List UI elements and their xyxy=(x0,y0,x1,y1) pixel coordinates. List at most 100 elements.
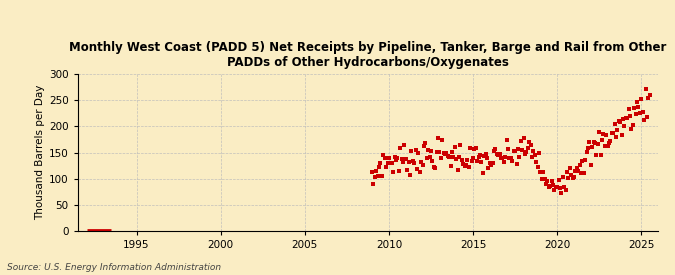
Point xyxy=(602,144,613,148)
Point xyxy=(556,191,567,195)
Point xyxy=(539,177,550,181)
Point xyxy=(386,161,397,165)
Point xyxy=(645,92,655,97)
Point xyxy=(464,165,475,169)
Point xyxy=(431,149,442,154)
Point xyxy=(623,107,634,112)
Point xyxy=(438,150,449,155)
Point xyxy=(532,165,543,169)
Point xyxy=(391,158,402,162)
Point xyxy=(485,161,495,165)
Point xyxy=(403,160,414,164)
Point xyxy=(563,176,574,181)
Point xyxy=(574,163,585,168)
Point xyxy=(491,152,502,157)
Point xyxy=(576,171,587,176)
Point xyxy=(568,175,579,180)
Point xyxy=(427,158,438,163)
Point xyxy=(508,149,519,153)
Point xyxy=(447,150,458,154)
Point xyxy=(435,156,446,160)
Point xyxy=(504,156,515,160)
Point xyxy=(407,159,418,163)
Point xyxy=(417,163,428,167)
Point xyxy=(414,170,425,174)
Point xyxy=(612,128,623,132)
Point xyxy=(517,148,528,153)
Point xyxy=(420,141,431,145)
Point xyxy=(400,157,411,162)
Point xyxy=(633,105,644,109)
Y-axis label: Thousand Barrels per Day: Thousand Barrels per Day xyxy=(34,85,45,220)
Point xyxy=(599,144,610,148)
Point xyxy=(520,152,531,156)
Point xyxy=(450,145,460,150)
Point xyxy=(443,155,454,160)
Point xyxy=(611,135,622,139)
Point xyxy=(583,146,593,150)
Point xyxy=(630,112,641,116)
Point xyxy=(433,136,443,140)
Point xyxy=(373,174,383,178)
Point xyxy=(640,87,651,91)
Point xyxy=(437,138,448,142)
Point xyxy=(497,156,508,160)
Point xyxy=(482,156,493,160)
Point xyxy=(572,166,583,170)
Point xyxy=(618,117,628,121)
Point xyxy=(394,169,404,174)
Point xyxy=(454,155,464,160)
Point xyxy=(465,145,476,150)
Point xyxy=(490,146,501,151)
Text: Source: U.S. Energy Information Administration: Source: U.S. Energy Information Administ… xyxy=(7,263,221,272)
Point xyxy=(622,115,632,120)
Point xyxy=(564,166,575,170)
Point xyxy=(550,185,561,189)
Point xyxy=(503,147,514,152)
Point xyxy=(451,157,462,161)
Point xyxy=(418,144,429,148)
Point xyxy=(615,120,626,124)
Point xyxy=(396,156,407,161)
Point xyxy=(639,118,649,122)
Point xyxy=(383,156,394,160)
Point xyxy=(559,185,570,189)
Point xyxy=(424,155,435,159)
Point xyxy=(528,148,539,153)
Point xyxy=(531,160,541,164)
Point xyxy=(506,156,516,161)
Point xyxy=(489,148,500,153)
Point xyxy=(580,158,591,162)
Point xyxy=(494,151,505,156)
Point xyxy=(416,160,427,164)
Point xyxy=(477,171,488,176)
Point xyxy=(410,148,421,152)
Point xyxy=(399,142,410,147)
Point xyxy=(547,182,558,187)
Point xyxy=(439,152,450,156)
Point xyxy=(560,188,571,192)
Point xyxy=(521,150,532,155)
Point xyxy=(598,131,609,136)
Point xyxy=(470,146,481,150)
Point xyxy=(425,149,436,153)
Point xyxy=(495,156,506,160)
Point xyxy=(629,106,640,110)
Point xyxy=(620,116,631,120)
Point xyxy=(590,140,601,145)
Point xyxy=(570,169,580,173)
Point xyxy=(537,177,547,181)
Point xyxy=(610,122,620,127)
Point xyxy=(371,168,381,173)
Point xyxy=(558,175,568,180)
Point xyxy=(455,142,466,147)
Point xyxy=(591,153,602,158)
Point xyxy=(526,155,537,160)
Point xyxy=(507,159,518,163)
Point xyxy=(368,182,379,186)
Point xyxy=(395,146,406,150)
Point xyxy=(446,164,456,168)
Point xyxy=(593,142,603,146)
Point xyxy=(543,185,554,189)
Point xyxy=(597,138,608,142)
